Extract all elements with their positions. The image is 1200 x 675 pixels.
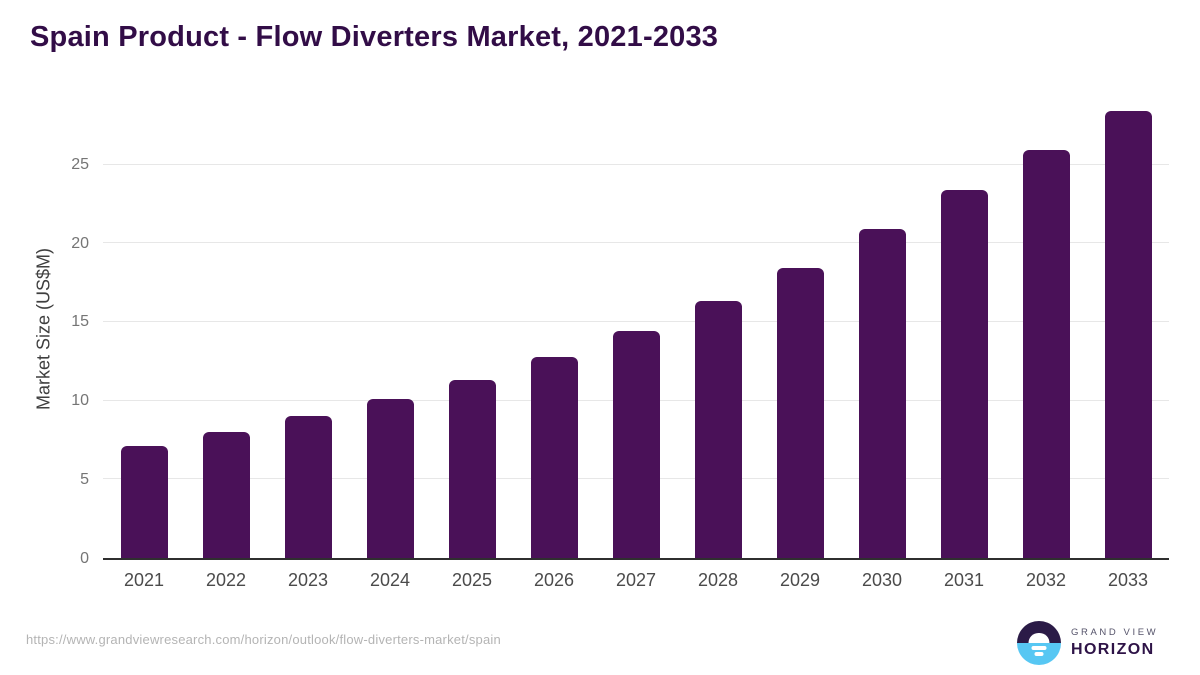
xtick-label-2032: 2032 <box>1025 570 1067 590</box>
bar-2022 <box>202 432 250 558</box>
xtick-label-2027: 2027 <box>615 570 657 590</box>
bar-2025 <box>448 380 496 558</box>
bar-2024 <box>366 399 414 558</box>
xtick-label-2030: 2030 <box>861 570 903 590</box>
bar-2028 <box>694 301 742 558</box>
logo-text-horizon: HORIZON <box>1071 641 1155 658</box>
xtick-label-2028: 2028 <box>697 570 739 590</box>
ytick-label-15: 15 <box>71 313 89 331</box>
xtick-label-2022: 2022 <box>205 570 247 590</box>
ytick-label-20: 20 <box>71 234 89 252</box>
bar-2033 <box>1104 111 1152 558</box>
xtick-label-2029: 2029 <box>779 570 821 590</box>
xtick-label-2025: 2025 <box>451 570 493 590</box>
sun-reflection-bar <box>1031 646 1047 650</box>
gridline-y20 <box>103 242 1169 244</box>
gridline-y15 <box>103 320 1169 322</box>
y-axis-title: Market Size (US$M) <box>33 247 54 411</box>
sun-dome-shape <box>1028 632 1050 643</box>
xtick-label-2024: 2024 <box>369 570 411 590</box>
bar-2029 <box>776 268 824 558</box>
ytick-label-10: 10 <box>71 392 89 410</box>
gridline-y25 <box>103 163 1169 165</box>
bar-2030 <box>858 229 906 558</box>
bar-2026 <box>530 356 578 558</box>
ytick-label-5: 5 <box>80 470 89 488</box>
bar-2027 <box>612 331 660 558</box>
xtick-label-2026: 2026 <box>533 570 575 590</box>
bar-2021 <box>120 446 168 558</box>
bar-2032 <box>1022 150 1070 558</box>
grand-view-horizon-logo: GRAND VIEW HORIZON <box>1017 621 1158 665</box>
ytick-label-25: 25 <box>71 156 89 174</box>
bar-2023 <box>284 416 332 558</box>
chart-title: Spain Product - Flow Diverters Market, 2… <box>30 21 719 53</box>
xtick-label-2031: 2031 <box>943 570 985 590</box>
bar-2031 <box>940 189 988 558</box>
xtick-label-2021: 2021 <box>123 570 165 590</box>
xtick-label-2033: 2033 <box>1107 570 1149 590</box>
plot-area: 0 5 10 15 20 25 2021 2022 2023 2024 2025 2026 2027 20… <box>71 100 1169 590</box>
logo-wordmark: GRAND VIEW HORIZON <box>1071 627 1158 659</box>
xtick-label-2023: 2023 <box>287 570 329 590</box>
ytick-label-0: 0 <box>80 549 89 567</box>
horizon-sun-icon <box>1017 621 1061 665</box>
source-url: https://www.grandviewresearch.com/horizo… <box>26 632 501 647</box>
logo-text-grand-view: GRAND VIEW <box>1071 627 1159 638</box>
sun-reflection-bar <box>1034 652 1044 656</box>
